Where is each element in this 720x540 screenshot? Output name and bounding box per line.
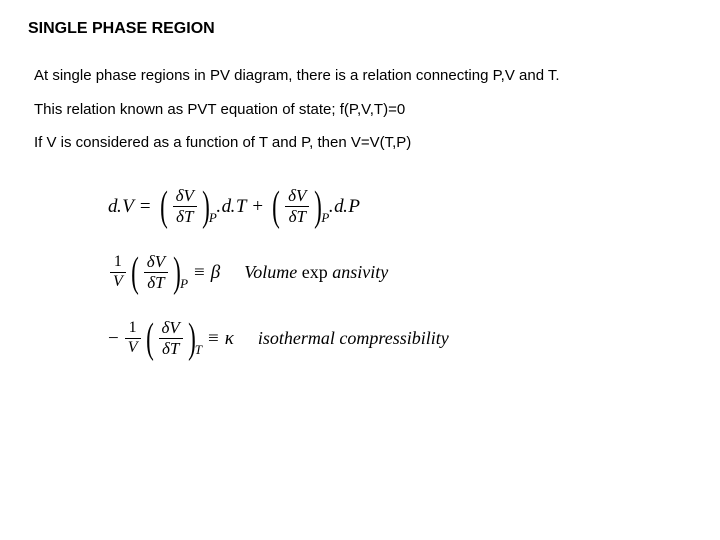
eq2-desc-post: ansivity (332, 262, 388, 283)
eq2-front-frac: 1 V (110, 254, 126, 291)
eq2-num-d: δ (147, 252, 155, 271)
eq2-num-v: V (155, 252, 165, 271)
eq1-term1-paren: ( δV δT ) P (157, 186, 217, 228)
eq1-t1-num-v: V (183, 186, 193, 205)
eq1-t2-den-v: T (296, 207, 305, 226)
eq2-desc-pre: Volume (244, 262, 297, 283)
eq1-t2-num-d: δ (288, 186, 296, 205)
eq3-paren: ( δV δT ) T (143, 318, 203, 360)
eq2-front-den: V (110, 274, 126, 291)
eq3-desc: isothermal compressibility (258, 328, 449, 349)
eq2-paren: ( δV δT ) P (128, 252, 188, 294)
eq3-den-d: δ (162, 339, 170, 358)
eq1-t1-den-v: T (184, 207, 193, 226)
eq3-den-v: T (170, 339, 179, 358)
eq3-front-num: 1 (126, 320, 140, 337)
eq1-t1-diff-v: T (236, 196, 247, 218)
eq1-t2-diff-v: P (348, 196, 360, 218)
equation-beta: 1 V ( δV δT ) P ≡ β Volume exp ansivity (108, 249, 692, 297)
eq1-dot1: . (117, 196, 122, 218)
eq1-t2-num-v: V (296, 186, 306, 205)
eq3-front-den: V (125, 340, 141, 357)
eq2-equiv: ≡ (194, 262, 205, 284)
eq1-plus: + (252, 196, 263, 218)
equation-kappa: − 1 V ( δV δT ) T ≡ κ isothermal compres… (108, 315, 692, 363)
eq2-beta: β (211, 262, 220, 284)
paragraph-1: At single phase regions in PV diagram, t… (34, 66, 692, 86)
paragraph-2: This relation known as PVT equation of s… (34, 100, 692, 120)
eq2-desc: Volume exp ansivity (244, 262, 388, 283)
eq1-t1-den-d: δ (176, 207, 184, 226)
page-title: SINGLE PHASE REGION (28, 20, 692, 38)
eq2-den-d: δ (147, 273, 155, 292)
eq2-sub: P (180, 276, 188, 292)
eq2-den-v: T (155, 273, 164, 292)
eq1-t2-sub: P (321, 210, 329, 226)
eq3-equiv: ≡ (208, 328, 219, 350)
eq1-equals: = (140, 196, 151, 218)
eq3-kappa: κ (225, 328, 234, 350)
equation-dv: d.V = ( δV δT ) P . d.T + ( δV (108, 183, 692, 231)
eq2-front-num: 1 (111, 254, 125, 271)
eq1-V: V (122, 196, 134, 218)
eq3-sub: T (195, 342, 202, 358)
eq1-term2-paren: ( δV δT ) P (269, 186, 329, 228)
equations-block: d.V = ( δV δT ) P . d.T + ( δV (108, 183, 692, 363)
eq2-desc-mid: exp (302, 262, 328, 283)
eq3-num-v: V (169, 318, 179, 337)
paragraph-3: If V is considered as a function of T an… (34, 133, 692, 153)
eq3-neg: − (108, 328, 119, 350)
eq1-t1-sub: P (209, 210, 217, 226)
eq3-front-frac: 1 V (125, 320, 141, 357)
